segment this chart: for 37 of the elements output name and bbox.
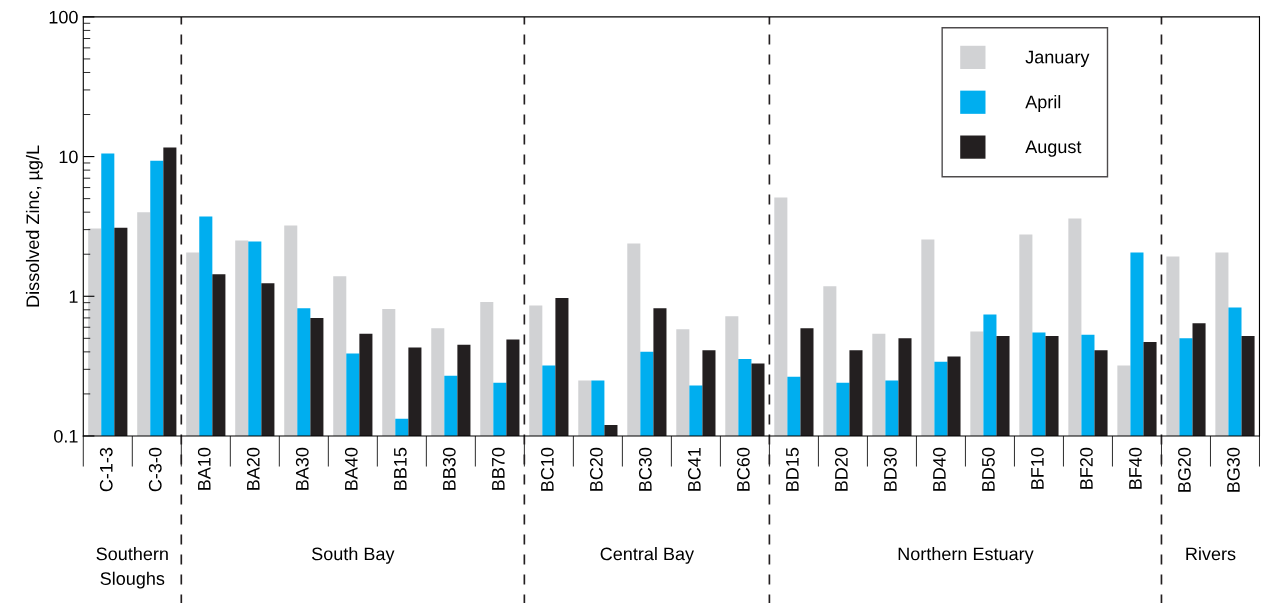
- x-tick-label: C-3-0: [148, 447, 162, 492]
- text: Southern Sloughs: [96, 547, 168, 589]
- x-tick-label: BD15: [786, 447, 799, 491]
- x-tick-label: BA10: [197, 447, 211, 490]
- x-tick-label: BF10: [1031, 447, 1044, 489]
- y-tick-label: 1: [69, 290, 78, 303]
- x-tick-label: BG20: [1178, 447, 1191, 492]
- x-tick-label: BC20: [589, 447, 603, 491]
- y-tick-label: 100: [49, 10, 78, 24]
- x-tick-label: BF40: [1129, 447, 1142, 489]
- x-tick-label: BD20: [834, 447, 848, 491]
- x-tick-label: BD30: [883, 447, 897, 491]
- x-tick-label: BD50: [982, 447, 995, 491]
- x-tick-label: BC41: [687, 447, 701, 491]
- x-tick-label: BC30: [638, 447, 652, 491]
- x-tick-label: BF20: [1080, 447, 1093, 489]
- x-tick-label: BA30: [295, 447, 309, 490]
- x-tick-label: BG30: [1227, 447, 1240, 492]
- text: Rivers: [1186, 547, 1236, 561]
- x-tick-label: BC60: [736, 447, 750, 491]
- x-tick-label: BA20: [246, 447, 260, 490]
- y-axis-title: Dissolved Zinc, µg/L: [25, 145, 43, 307]
- x-tick-label: BB70: [491, 447, 505, 490]
- legend-label: April: [1025, 95, 1061, 112]
- y-tick-label: 0.1: [54, 429, 78, 443]
- legend-label: January: [1025, 50, 1090, 68]
- text: South Bay: [312, 547, 395, 564]
- legend-label: August: [1025, 140, 1082, 157]
- x-tick-label: C-1-3: [99, 447, 113, 492]
- x-tick-label: BC10: [540, 447, 554, 491]
- x-tick-label: BA40: [344, 447, 358, 490]
- x-tick-label: BB30: [442, 447, 456, 490]
- x-tick-label: BD40: [932, 447, 946, 491]
- text: Central Bay: [600, 547, 695, 564]
- x-tick-label: BB15: [394, 447, 407, 490]
- text: Northern Estuary: [898, 547, 1034, 564]
- y-tick-label: 10: [59, 150, 78, 164]
